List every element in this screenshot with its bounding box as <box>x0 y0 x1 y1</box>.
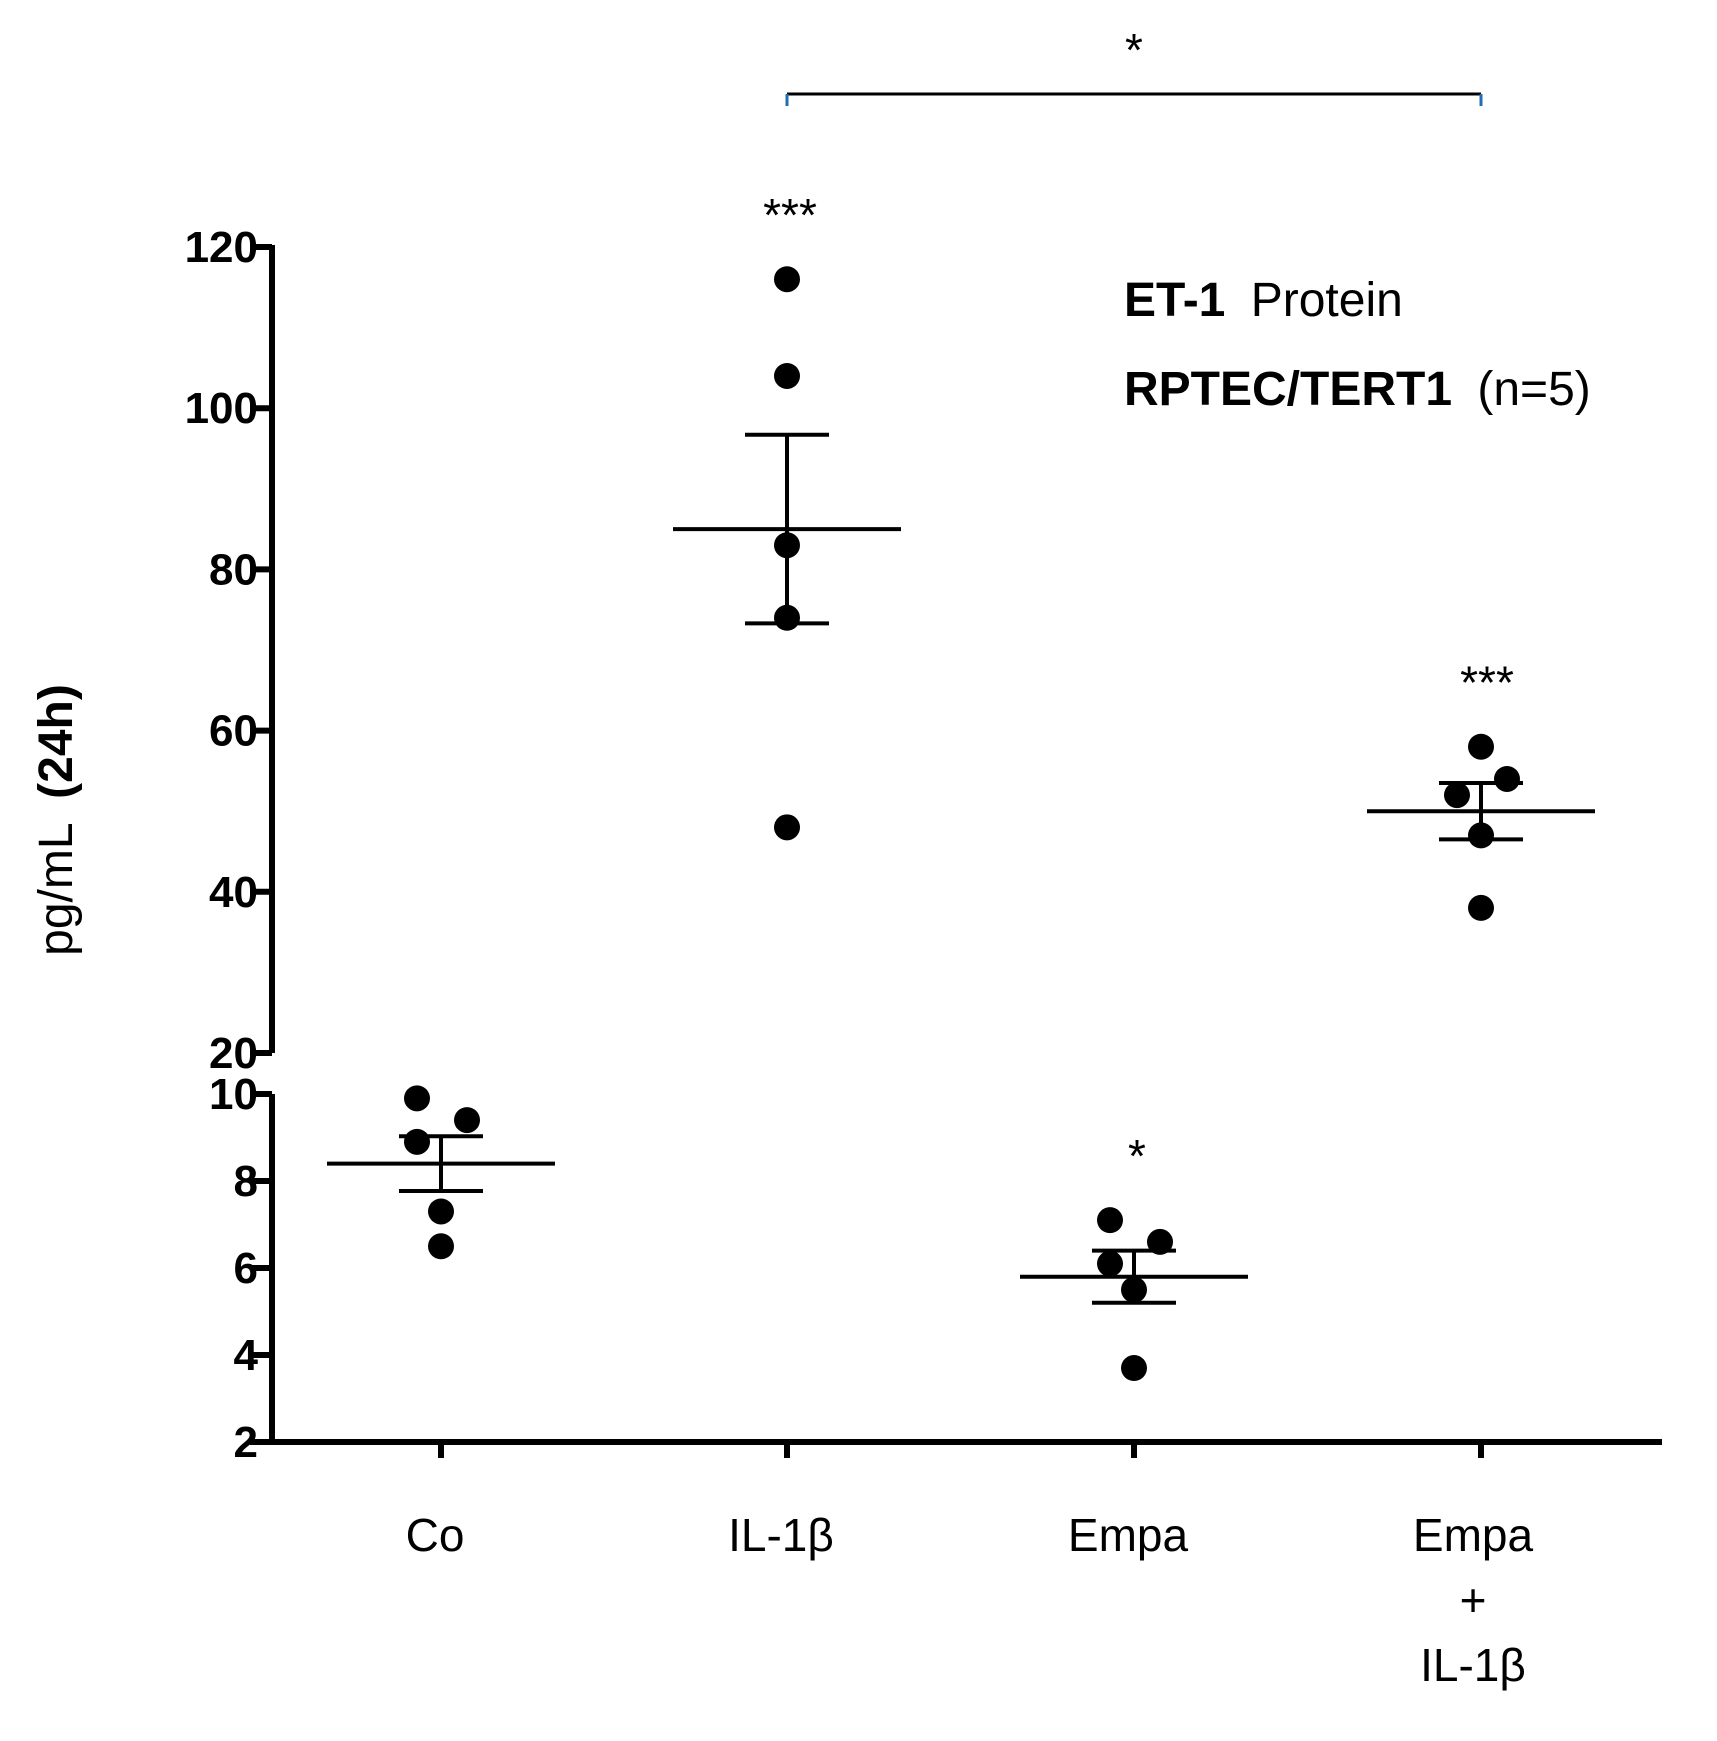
x-category-label: IL-1β <box>1420 1639 1526 1691</box>
significance-marker: *** <box>1460 657 1514 709</box>
group-3 <box>1367 733 1595 921</box>
legend-protein-name: ET-1 <box>1124 274 1225 327</box>
y-tick-label-lower: 6 <box>234 1244 258 1293</box>
group-2 <box>1020 1207 1248 1382</box>
data-point <box>1097 1250 1123 1277</box>
x-category-label: + <box>1460 1574 1487 1626</box>
y-axis-period: (24h) <box>30 684 83 799</box>
y-tick-label-upper: 60 <box>209 707 258 756</box>
group-0 <box>327 1085 555 1260</box>
data-point <box>428 1198 454 1225</box>
data-point <box>774 266 800 293</box>
x-ticks: Co IL-1β Empa Empa + IL-1β <box>406 1442 1534 1691</box>
data-point <box>1468 894 1494 921</box>
y-tick-label-lower: 4 <box>234 1331 259 1380</box>
y-axis-label: pg/mL (24h) <box>30 684 83 956</box>
data-point <box>1494 765 1520 792</box>
legend-cell-line: RPTEC/TERT1 <box>1124 363 1452 416</box>
y-tick-label-lower: 8 <box>234 1157 258 1206</box>
x-category-label: Empa <box>1413 1509 1534 1561</box>
x-category-label: Co <box>406 1509 465 1561</box>
y-tick-label-lower: 2 <box>234 1418 258 1467</box>
data-point <box>1121 1355 1147 1382</box>
data-point <box>404 1085 430 1112</box>
significance-annotations: ******** <box>763 24 1514 1182</box>
x-category-label: Empa <box>1068 1509 1189 1561</box>
data-point <box>774 814 800 841</box>
data-point <box>1147 1228 1173 1255</box>
y-tick-label-upper: 120 <box>185 223 258 272</box>
data-point <box>1097 1207 1123 1234</box>
comparison-significance: * <box>1125 24 1143 76</box>
group-1 <box>673 266 901 841</box>
legend-line-2: RPTEC/TERT1 (n=5) <box>1124 363 1591 416</box>
axes <box>269 245 1662 1445</box>
legend-protein-suffix: Protein <box>1251 274 1403 327</box>
legend-line-1: ET-1 Protein <box>1124 274 1403 327</box>
y-tick-label-upper: 40 <box>209 868 258 917</box>
y-tick-label-upper: 80 <box>209 545 258 594</box>
y-axis-unit: pg/mL <box>30 823 83 956</box>
y-tick-label-upper: 20 <box>209 1029 258 1078</box>
data-point <box>1468 733 1494 760</box>
significance-marker: * <box>1128 1130 1146 1182</box>
y-tick-label-upper: 100 <box>185 384 258 433</box>
data-point <box>774 362 800 389</box>
data-point <box>404 1128 430 1155</box>
x-category-label: IL-1β <box>728 1509 834 1561</box>
data-point <box>428 1233 454 1260</box>
data-point <box>1444 782 1470 809</box>
legend-sample-size: (n=5) <box>1477 363 1590 416</box>
significance-marker: *** <box>763 189 817 241</box>
data-point <box>454 1107 480 1134</box>
y-tick-label-lower: 10 <box>209 1070 258 1119</box>
y-ticks: 20 40 60 80 100 120 2 4 6 8 10 <box>185 223 272 1467</box>
data-groups <box>327 266 1595 1382</box>
